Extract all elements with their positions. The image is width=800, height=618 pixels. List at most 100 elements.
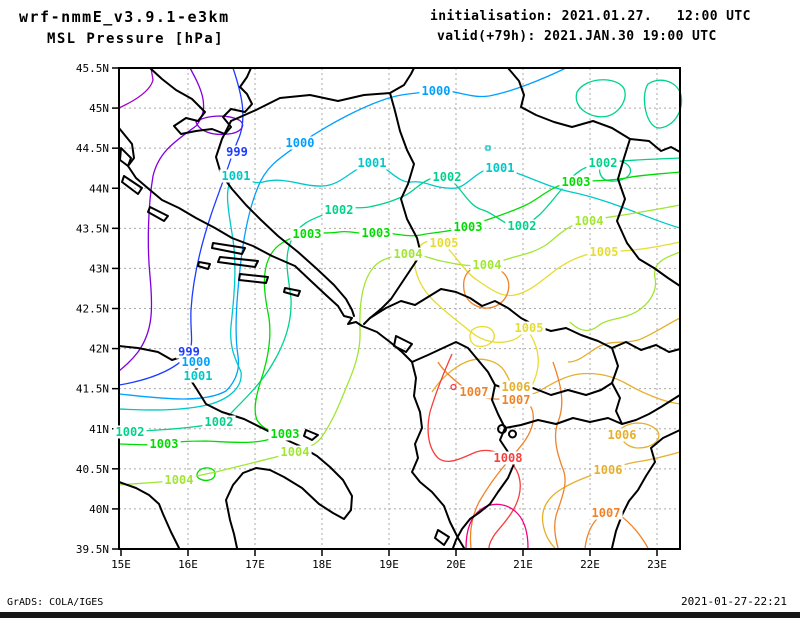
contour-label: 1000 — [286, 136, 315, 150]
contour-label: 1004 — [394, 247, 423, 261]
contour-label: 1003 — [362, 226, 391, 240]
contour-label-mask — [591, 463, 625, 477]
coastline-path — [121, 175, 143, 195]
coastline-path — [508, 429, 517, 439]
lat-tick-label: 45.5N — [76, 62, 109, 75]
contour-line-998 — [118, 67, 205, 372]
contour-label: 1005 — [515, 321, 544, 335]
coastline-path — [616, 138, 681, 287]
contour-label: 1001 — [486, 161, 515, 175]
contour-line-1008 — [427, 353, 521, 549]
contour-line-1005 — [414, 240, 681, 409]
contour-label-mask — [483, 161, 517, 175]
coastline-path — [393, 335, 413, 353]
contour-label: 1002 — [589, 156, 618, 170]
coastline-path — [230, 67, 415, 122]
lat-tick-label: 45N — [89, 102, 109, 115]
contour-label: 1004 — [473, 258, 502, 272]
contour-line-1007 — [552, 361, 566, 549]
contour-label-mask — [499, 380, 533, 394]
contour-label: 1004 — [575, 214, 604, 228]
coastline-path — [434, 529, 450, 546]
lat-tick-label: 42N — [89, 343, 109, 356]
contour-label-mask — [355, 156, 389, 170]
contour-line-1000 — [118, 67, 567, 400]
contour-label: 1003 — [150, 437, 179, 451]
initialisation-time: initialisation: 2021.01.27. 12:00 UTC — [430, 9, 751, 24]
contour-label-mask — [470, 258, 504, 272]
coastline-path — [147, 206, 169, 222]
contour-label-mask — [290, 227, 324, 241]
lat-tick-label: 40N — [89, 503, 109, 516]
lat-tick-label: 41N — [89, 423, 109, 436]
contour-label-mask — [491, 451, 525, 465]
contour-label-mask — [589, 506, 623, 520]
contour-line-1004 — [118, 204, 681, 486]
contour-line-1004 — [569, 251, 681, 332]
lon-tick-label: 17E — [245, 558, 265, 571]
creation-timestamp: 2021-01-27-22:21 — [681, 595, 787, 608]
field-title: MSL Pressure [hPa] — [47, 31, 224, 47]
contour-label-mask — [176, 345, 202, 359]
contour-label: 1003 — [293, 227, 322, 241]
coastline-path — [283, 287, 301, 297]
contour-label-mask — [499, 393, 533, 407]
coastline-path — [611, 429, 681, 549]
contour-label: 1006 — [608, 428, 637, 442]
coastline-path — [238, 273, 269, 284]
lon-tick-label: 15E — [111, 558, 131, 571]
coastline-path — [211, 242, 246, 255]
contour-label-mask — [278, 445, 312, 459]
coastlines — [118, 67, 681, 549]
contour-label: 1001 — [222, 169, 251, 183]
coastline-path — [197, 261, 211, 270]
coastline-path — [118, 481, 180, 549]
contour-label: 1002 — [116, 425, 145, 439]
contour-line-1002 — [575, 79, 626, 118]
lat-tick-label: 42.5N — [76, 303, 109, 316]
contour-label: 1002 — [433, 170, 462, 184]
lat-tick-label: 43N — [89, 262, 109, 275]
contour-label-mask — [427, 236, 461, 250]
contour-line-1001 — [485, 145, 491, 151]
grads-credit: GrADS: COLA/IGES — [7, 597, 104, 608]
contour-label-mask — [113, 425, 147, 439]
contour-label-mask — [505, 219, 539, 233]
lat-tick-label: 44N — [89, 182, 109, 195]
contour-label-mask — [179, 355, 213, 369]
contour-label-mask — [322, 203, 356, 217]
contour-label-mask — [283, 136, 317, 150]
contour-label-mask — [391, 247, 425, 261]
contour-label-mask — [457, 385, 491, 399]
coastline-path — [119, 147, 132, 167]
contour-label-mask — [359, 226, 393, 240]
contour-line-1008 — [450, 383, 457, 391]
contour-label: 1007 — [592, 506, 621, 520]
coastline-path — [149, 67, 253, 135]
contour-label-mask — [202, 415, 236, 429]
coastline-path — [215, 120, 355, 317]
lon-tick-label: 16E — [178, 558, 198, 571]
contour-label-mask — [512, 321, 546, 335]
contour-line-1006 — [567, 317, 681, 363]
contour-label: 1005 — [590, 245, 619, 259]
bottom-bar — [0, 612, 800, 618]
contour-label: 1004 — [165, 473, 194, 487]
contour-line-1003 — [196, 467, 216, 481]
contour-label: 999 — [226, 145, 248, 159]
coastline-path — [217, 256, 259, 268]
lat-tick-label: 40.5N — [76, 463, 109, 476]
contour-label-mask — [572, 214, 606, 228]
coastline-path — [411, 341, 515, 549]
lat-tick-label: 41.5N — [76, 383, 109, 396]
contour-line-1002 — [643, 79, 683, 129]
contour-line-1006 — [541, 451, 681, 549]
coastline-path — [504, 394, 681, 429]
coastline-path — [118, 127, 465, 549]
contour-line-1005 — [469, 325, 495, 348]
coastline-path — [507, 67, 681, 153]
contour-line-997 — [118, 67, 154, 109]
valid-time: valid(+79h): 2021.JAN.30 19:00 UTC — [437, 29, 717, 44]
